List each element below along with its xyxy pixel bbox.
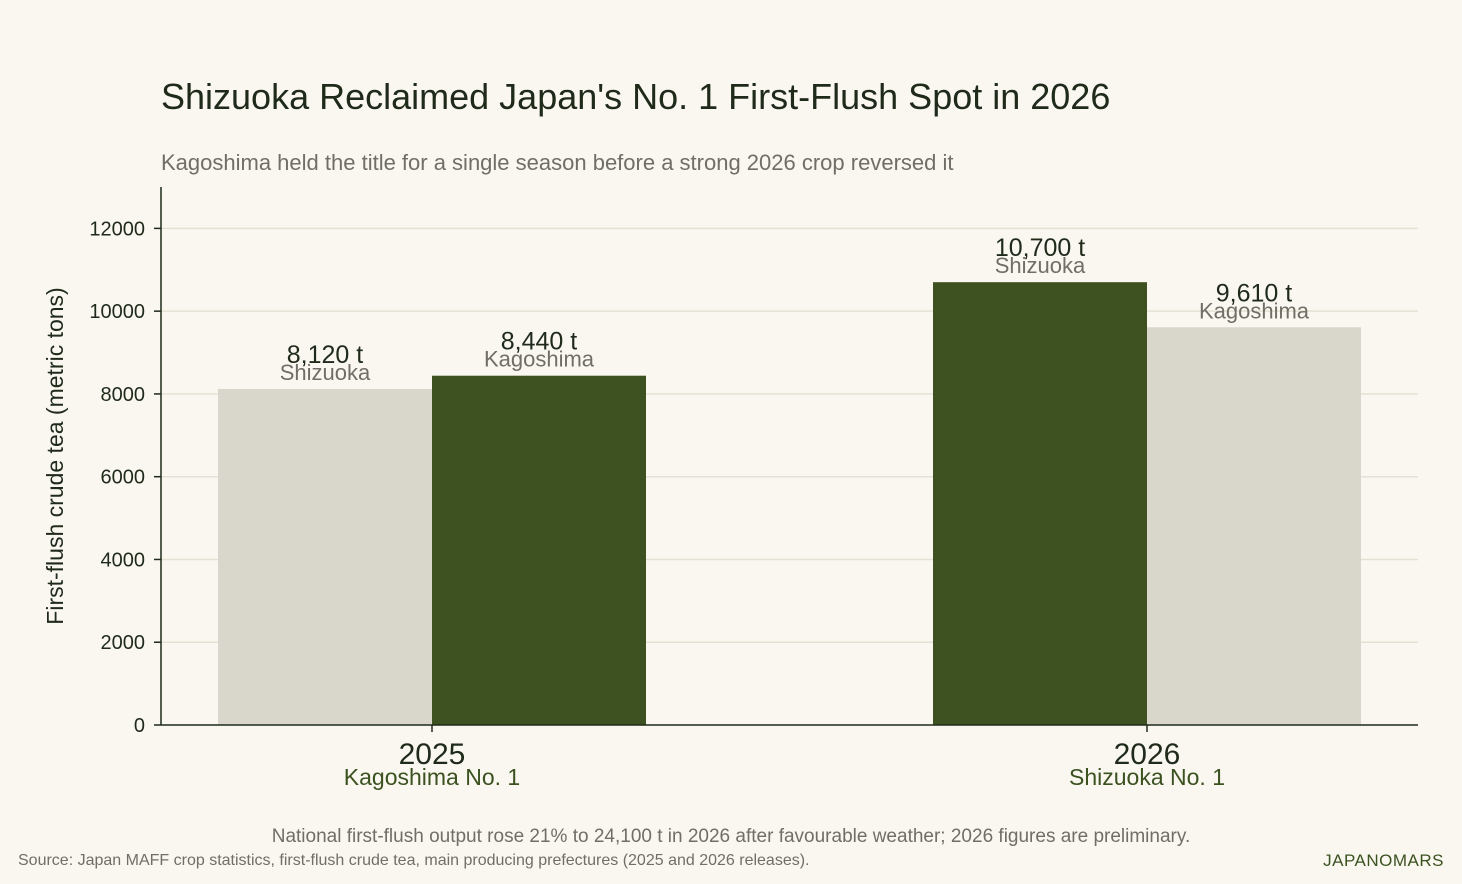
bar-series-label: Shizuoka [995, 253, 1086, 278]
bar-kagoshima-2026 [1147, 327, 1361, 725]
bar-series-label: Kagoshima [484, 347, 595, 372]
x-tick-label: 2025 [399, 738, 466, 771]
bar-shizuoka-2025 [218, 388, 432, 725]
brand-logo: JAPANOMARS [1323, 851, 1444, 870]
y-tick-label: 10000 [89, 301, 145, 323]
y-tick-label: 4000 [101, 549, 146, 571]
y-tick-label: 6000 [101, 467, 146, 489]
chart-subtitle: Kagoshima held the title for a single se… [161, 150, 954, 175]
bar-series-label: Kagoshima [1199, 298, 1310, 323]
bar-value-label: 8,120 t [287, 341, 364, 369]
y-tick-label: 2000 [101, 632, 146, 654]
x-tick-sublabel: Shizuoka No. 1 [1069, 764, 1225, 790]
chart-note: National first-flush output rose 21% to … [271, 826, 1191, 847]
x-tick-sublabel: Kagoshima No. 1 [344, 764, 520, 790]
source-text: Source: Japan MAFF crop statistics, firs… [18, 852, 810, 869]
bars [218, 282, 1361, 725]
y-tick-label: 8000 [101, 384, 146, 406]
y-tick-label: 12000 [89, 218, 145, 240]
bar-value-label: 9,610 t [1216, 279, 1293, 307]
bar-kagoshima-2025 [432, 375, 646, 725]
bar-shizuoka-2026 [933, 282, 1147, 725]
bar-series-label: Shizuoka [280, 360, 371, 385]
chart-title: Shizuoka Reclaimed Japan's No. 1 First-F… [161, 76, 1111, 117]
bar-value-label: 8,440 t [501, 328, 578, 356]
axes: 0 2000 4000 6000 8000 10000 12000 First-flush c… [42, 187, 1418, 790]
y-tick-label: 0 [134, 715, 145, 737]
y-axis-label: First-flush crude tea (metric tons) [42, 287, 68, 624]
x-tick-label: 2026 [1114, 738, 1181, 771]
bar-value-label: 10,700 t [995, 234, 1085, 262]
